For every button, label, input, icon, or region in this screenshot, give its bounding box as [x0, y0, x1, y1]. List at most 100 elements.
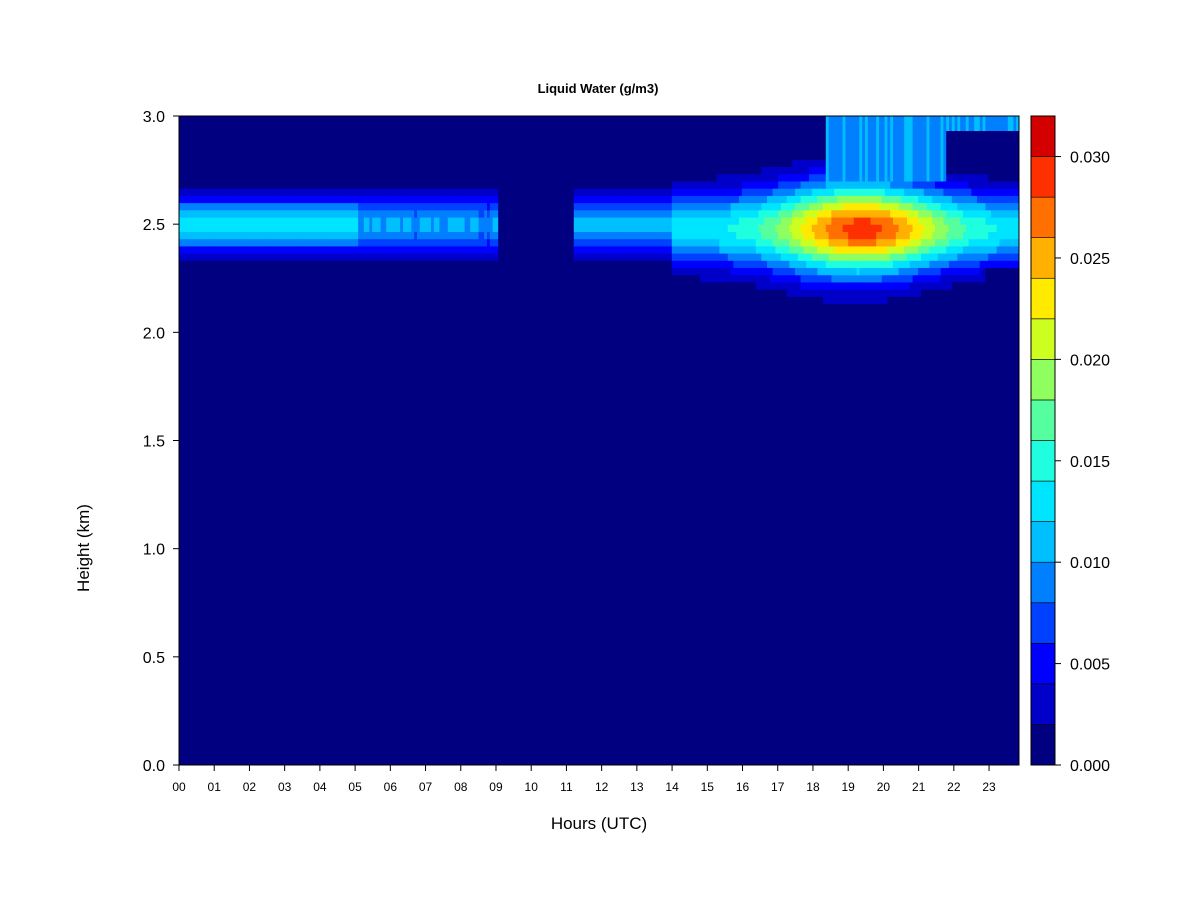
heatmap-cell — [212, 339, 216, 348]
heatmap-cell — [207, 599, 211, 607]
heatmap-cell — [193, 440, 197, 449]
heatmap-cell — [246, 202, 250, 211]
heatmap-cell — [232, 216, 236, 225]
heatmap-cell — [221, 599, 225, 607]
heatmap-cell — [229, 498, 233, 506]
heatmap-cell — [204, 296, 208, 305]
heatmap-cell — [195, 224, 200, 232]
heatmap-cell — [207, 274, 211, 283]
heatmap-cell — [223, 685, 228, 694]
heatmap-cell — [254, 527, 258, 535]
heatmap-cell — [209, 721, 214, 730]
heatmap-cell — [198, 490, 202, 499]
heatmap-cell — [251, 627, 256, 636]
heatmap-cell — [207, 591, 211, 600]
heatmap-cell — [246, 591, 250, 600]
heatmap-cell — [190, 274, 194, 283]
heatmap-cell — [184, 397, 188, 406]
heatmap-cell — [215, 411, 219, 420]
heatmap-cell — [232, 144, 236, 153]
heatmap-cell — [240, 281, 244, 290]
heatmap-cell — [251, 534, 256, 543]
heatmap-cell — [246, 433, 250, 442]
heatmap-cell — [251, 440, 256, 449]
heatmap-cell — [229, 216, 233, 225]
heatmap-cell — [237, 411, 242, 420]
heatmap-cell — [251, 649, 256, 658]
heatmap-cell — [218, 253, 222, 261]
heatmap-cell — [223, 260, 228, 269]
heatmap-cell — [254, 310, 258, 319]
heatmap-cell — [249, 757, 253, 765]
heatmap-cell — [179, 332, 183, 341]
heatmap-cell — [254, 289, 258, 297]
heatmap-cell — [240, 721, 244, 730]
heatmap-cell — [215, 584, 219, 593]
heatmap-cell — [249, 563, 253, 571]
heatmap-cell — [195, 260, 200, 269]
heatmap-cell — [207, 512, 211, 521]
heatmap-cell — [187, 454, 191, 463]
heatmap-cell — [201, 310, 205, 319]
heatmap-cell — [215, 346, 219, 355]
heatmap-cell — [181, 188, 186, 196]
heatmap-cell — [246, 166, 250, 175]
heatmap-cell — [198, 397, 202, 406]
heatmap-cell — [184, 512, 188, 521]
heatmap-cell — [209, 382, 214, 391]
heatmap-cell — [201, 238, 205, 247]
heatmap-cell — [198, 512, 202, 521]
heatmap-cell — [229, 361, 233, 369]
heatmap-cell — [246, 671, 250, 680]
heatmap-cell — [246, 253, 250, 261]
heatmap-cell — [240, 635, 244, 644]
heatmap-cell — [207, 180, 211, 189]
heatmap-cell — [226, 260, 230, 269]
heatmap-cell — [240, 685, 244, 694]
heatmap-cell — [195, 116, 200, 124]
heatmap-cell — [249, 656, 253, 665]
heatmap-cell — [179, 541, 183, 550]
heatmap-cell — [179, 613, 183, 622]
heatmap-cell — [181, 671, 186, 680]
heatmap-cell — [235, 433, 239, 442]
heatmap-cell — [235, 692, 239, 701]
heatmap-cell — [235, 202, 239, 211]
heatmap-cell — [240, 440, 244, 449]
heatmap-cell — [237, 253, 242, 261]
heatmap-cell — [249, 188, 253, 196]
heatmap-cell — [249, 527, 253, 535]
heatmap-cell — [249, 440, 253, 449]
heatmap-cell — [249, 613, 253, 622]
heatmap-cell — [218, 404, 222, 413]
heatmap-cell — [207, 245, 211, 254]
heatmap-cell — [246, 736, 250, 744]
heatmap-cell — [254, 563, 258, 571]
heatmap-cell — [218, 353, 222, 362]
heatmap-cell — [179, 166, 183, 175]
heatmap-cell — [215, 375, 219, 384]
heatmap-cell — [190, 325, 194, 333]
heatmap-cell — [229, 512, 233, 521]
heatmap-cell — [232, 346, 236, 355]
heatmap-cell — [221, 231, 225, 240]
heatmap-cell — [179, 116, 183, 124]
heatmap-cell — [195, 743, 200, 752]
heatmap-cell — [235, 664, 239, 672]
heatmap-cell — [229, 462, 233, 470]
heatmap-cell — [232, 411, 236, 420]
heatmap-cell — [198, 353, 202, 362]
heatmap-cell — [181, 707, 186, 716]
heatmap-cell — [195, 627, 200, 636]
heatmap-cell — [243, 454, 247, 463]
heatmap-cell — [215, 563, 219, 571]
heatmap-cell — [237, 563, 242, 571]
heatmap-cell — [187, 505, 191, 514]
heatmap-cell — [207, 231, 211, 240]
heatmap-cell — [235, 613, 239, 622]
heatmap-cell — [184, 209, 188, 218]
heatmap-cell — [212, 577, 216, 586]
heatmap-cell — [235, 570, 239, 579]
heatmap-cell — [187, 512, 191, 521]
heatmap-cell — [249, 570, 253, 579]
